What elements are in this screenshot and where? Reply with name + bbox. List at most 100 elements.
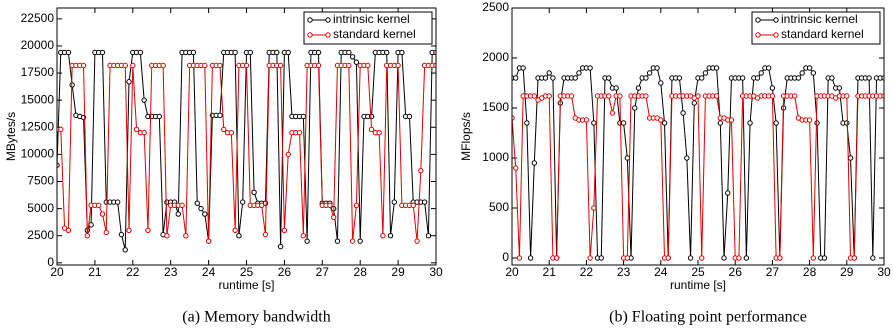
data-point xyxy=(236,233,242,239)
x-tick-label: 23 xyxy=(164,265,178,279)
y-axis-label: MFlops/s xyxy=(459,112,473,161)
data-point xyxy=(606,93,612,99)
data-point xyxy=(346,62,352,69)
data-point xyxy=(747,120,753,126)
data-point xyxy=(365,62,371,69)
data-point xyxy=(870,255,876,261)
data-point xyxy=(736,255,742,261)
data-point xyxy=(285,49,291,56)
data-point xyxy=(758,70,764,76)
data-point xyxy=(646,70,653,76)
data-point xyxy=(531,160,538,166)
legend-label: intrinsic kernel xyxy=(333,12,410,26)
data-point xyxy=(243,62,250,69)
data-point xyxy=(141,130,147,136)
caption: (a) Memory bandwidth xyxy=(182,309,330,326)
data-point xyxy=(591,205,597,211)
data-point xyxy=(232,49,238,56)
data-point xyxy=(300,113,307,120)
data-point xyxy=(141,97,147,103)
x-tick-label: 25 xyxy=(691,265,705,279)
data-point xyxy=(844,120,850,126)
data-point xyxy=(274,49,280,56)
data-point xyxy=(516,255,523,261)
series-line xyxy=(512,95,884,259)
x-tick-label: 30 xyxy=(877,265,891,279)
data-point xyxy=(232,227,238,233)
data-point xyxy=(609,110,616,116)
data-point xyxy=(99,211,106,217)
data-point xyxy=(353,59,360,65)
data-point xyxy=(546,93,552,99)
legend-marker xyxy=(325,32,331,38)
data-point xyxy=(769,85,776,91)
data-point xyxy=(175,211,181,217)
data-point xyxy=(821,255,828,261)
data-point xyxy=(126,79,132,85)
y-tick-label: 0 xyxy=(47,255,54,269)
data-point xyxy=(221,126,227,133)
data-point xyxy=(296,130,303,136)
data-point xyxy=(661,120,668,126)
x-tick-label: 26 xyxy=(729,265,743,279)
data-point xyxy=(330,214,337,220)
data-point xyxy=(179,202,185,209)
data-point xyxy=(713,93,720,99)
data-point xyxy=(160,62,166,69)
data-point xyxy=(387,233,394,239)
data-point xyxy=(792,93,798,99)
data-point xyxy=(406,113,413,120)
data-point xyxy=(684,155,690,161)
data-point xyxy=(262,231,269,238)
data-point xyxy=(806,65,813,71)
data-point xyxy=(349,54,356,60)
data-point xyxy=(57,162,60,168)
legend-marker xyxy=(325,17,331,23)
data-point xyxy=(725,190,731,196)
y-tick-label: 7500 xyxy=(27,174,54,188)
legend-marker xyxy=(755,32,761,38)
data-point xyxy=(866,75,872,81)
data-point xyxy=(410,202,416,209)
data-point xyxy=(164,233,170,239)
y-tick-label: 20000 xyxy=(21,38,55,52)
data-point xyxy=(281,227,288,233)
data-point xyxy=(810,255,817,261)
data-point xyxy=(799,70,805,76)
data-point xyxy=(414,238,420,244)
legend-label: standard kernel xyxy=(333,27,416,41)
legend-box xyxy=(303,11,433,45)
data-point xyxy=(349,238,356,244)
y-tick-label: 2500 xyxy=(27,228,54,242)
data-point xyxy=(65,49,72,56)
caption: (b) Floating point performance xyxy=(609,309,807,326)
x-tick-label: 29 xyxy=(391,265,405,279)
x-axis-label: runtime [s] xyxy=(218,278,274,292)
data-point xyxy=(721,255,727,261)
x-tick-label: 30 xyxy=(429,265,443,279)
data-point xyxy=(84,233,91,239)
x-tick-label: 28 xyxy=(803,265,817,279)
x-tick-label: 27 xyxy=(766,265,780,279)
data-point xyxy=(202,62,208,69)
data-point xyxy=(205,238,212,244)
y-tick-label: 1500 xyxy=(482,100,509,114)
x-tick-label: 24 xyxy=(654,265,668,279)
data-point xyxy=(65,227,72,233)
y-tick-label: 12500 xyxy=(21,119,55,133)
data-point xyxy=(156,113,163,120)
data-point xyxy=(728,117,735,123)
y-tick-label: 0 xyxy=(502,250,509,264)
data-point xyxy=(568,93,575,99)
data-point xyxy=(327,202,333,209)
data-point xyxy=(676,75,683,81)
subplot: 0 500 1000 1500 2000 2500 20 21 22 23 24 25 26 27 28 29… xyxy=(459,0,891,326)
data-point xyxy=(572,75,578,81)
data-point xyxy=(198,205,204,212)
data-point xyxy=(384,49,390,56)
data-point xyxy=(391,199,398,205)
data-point xyxy=(680,110,686,116)
data-point xyxy=(99,49,106,56)
data-point xyxy=(546,70,552,76)
x-tick-label: 21 xyxy=(543,265,557,279)
